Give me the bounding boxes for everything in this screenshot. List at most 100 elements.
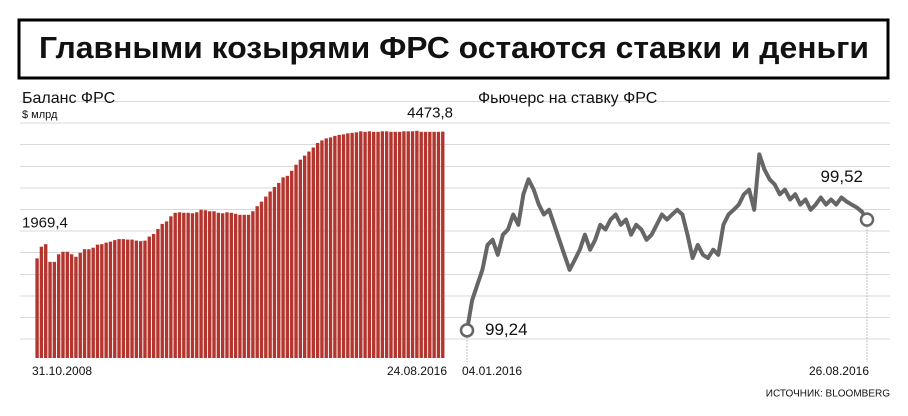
bar (52, 261, 57, 358)
bar (190, 213, 195, 358)
bar (164, 221, 169, 358)
bar (216, 212, 221, 358)
bar (44, 244, 48, 358)
bar (302, 155, 307, 358)
bar (151, 234, 156, 358)
bar (95, 244, 100, 358)
bar (389, 131, 393, 358)
bar (268, 191, 272, 358)
bar (39, 246, 44, 358)
bar (69, 254, 74, 358)
source: ИСТОЧНИК: BLOOMBERG (766, 389, 890, 400)
bar (225, 212, 229, 358)
bar (48, 261, 52, 358)
bar (350, 132, 354, 358)
bar (281, 177, 285, 358)
bar (126, 239, 130, 358)
bar (315, 142, 320, 358)
bar (346, 133, 350, 358)
bar (423, 131, 428, 358)
bar (285, 175, 290, 358)
bar (35, 258, 39, 358)
bar (393, 131, 397, 358)
bar (406, 131, 410, 358)
value-label: 1969,4 (22, 214, 68, 231)
bar (143, 240, 147, 358)
bar (376, 131, 380, 358)
bar (251, 211, 255, 358)
bar (78, 252, 82, 358)
bar (367, 131, 372, 358)
bar (74, 256, 78, 358)
bar (242, 214, 246, 358)
bar (220, 213, 225, 358)
bar (61, 251, 65, 358)
bar (169, 216, 173, 358)
bar (56, 254, 61, 358)
bar (113, 240, 117, 358)
bar (410, 131, 415, 358)
bar (104, 242, 108, 358)
bar (138, 241, 143, 358)
bar (359, 131, 363, 358)
bar (100, 244, 104, 358)
bar (436, 131, 441, 358)
x-tick-label: 04.01.2016 (462, 364, 522, 378)
bar (82, 249, 87, 358)
bar (272, 186, 277, 358)
right-title: Фьючерс на ставку ФРС (478, 90, 657, 107)
bar (65, 251, 69, 358)
bar (333, 135, 337, 358)
bar (173, 212, 177, 358)
bar (337, 134, 341, 358)
bar (259, 201, 264, 358)
x-tick-label: 26.08.2016 (809, 364, 869, 378)
bar (441, 131, 445, 358)
bar (147, 236, 151, 358)
bar (117, 239, 121, 358)
line (465, 152, 869, 331)
bar (307, 151, 311, 358)
bar (354, 132, 359, 358)
bar (87, 249, 91, 358)
bar (264, 196, 268, 358)
bar (320, 140, 324, 358)
title-box (17, 18, 890, 80)
bar (255, 206, 259, 358)
bar (432, 131, 436, 358)
bar (363, 131, 367, 358)
bar (130, 239, 134, 358)
bar (294, 164, 298, 358)
bar (397, 131, 402, 358)
bar (341, 134, 346, 358)
bar (298, 159, 303, 358)
bar (156, 228, 160, 358)
bar (428, 131, 432, 358)
bar (277, 182, 281, 358)
bar (311, 147, 315, 358)
bar (384, 131, 389, 358)
title: Главными козырями ФРС остаются ставки и … (39, 30, 869, 65)
value-label: 99,24 (485, 320, 528, 339)
bar (208, 211, 212, 358)
value-label: 99,52 (820, 167, 863, 186)
left-unit: $ млрд (22, 109, 58, 121)
bar (121, 239, 126, 358)
bar (246, 214, 251, 358)
bar (238, 214, 242, 358)
value-label: 4473,8 (407, 105, 453, 122)
bar (233, 213, 238, 358)
bar (182, 212, 186, 358)
bar (380, 131, 385, 358)
bar (199, 209, 203, 358)
x-tick-label: 24.08.2016 (387, 364, 447, 378)
bar (186, 212, 190, 358)
bar (177, 212, 182, 358)
bar (290, 170, 294, 358)
x-tick-label: 31.10.2008 (32, 364, 92, 378)
bar (229, 212, 233, 358)
bar (328, 137, 333, 358)
left-title: Баланс ФРС (22, 90, 115, 107)
